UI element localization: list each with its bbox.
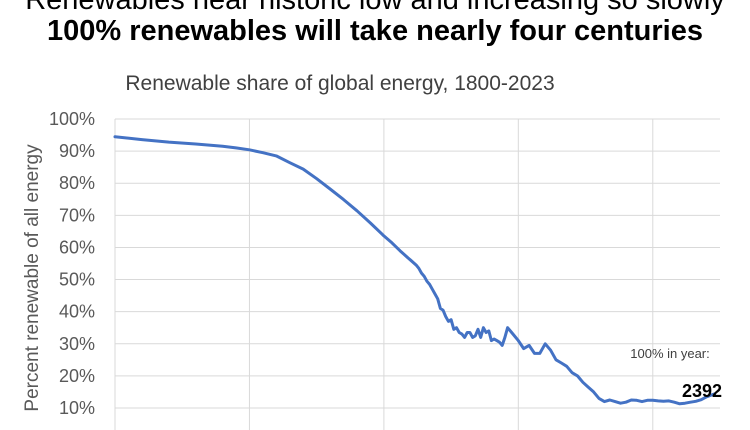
headline-line-2: 100% renewables will take nearly four ce… xyxy=(46,15,703,47)
y-tick-label: 10% xyxy=(59,398,95,418)
y-tick-label: 20% xyxy=(59,366,95,386)
y-axis-title: Percent renewable of all energy xyxy=(22,144,43,412)
y-tick-label: 90% xyxy=(59,141,95,161)
y-tick-label: 60% xyxy=(59,237,95,257)
series-line-renewable-share xyxy=(113,135,717,406)
chart-title: Renewable share of global energy, 1800-2… xyxy=(125,72,554,95)
annotation-value: 2392 xyxy=(682,381,722,401)
y-tick-label: 50% xyxy=(59,270,95,290)
y-tick-label: 100% xyxy=(49,109,95,129)
y-tick-label: 40% xyxy=(59,302,95,322)
gridlines xyxy=(114,118,720,430)
y-axis-tick-labels: 10% 20% 30% 40% 50% 60% 70% 80% 90% 100% xyxy=(49,109,95,418)
y-tick-label: 30% xyxy=(59,334,95,354)
y-tick-label: 80% xyxy=(59,173,95,193)
y-tick-label: 70% xyxy=(59,205,95,225)
headline-line-1: Renewables near historic low and increas… xyxy=(25,0,725,16)
annotation-label: 100% in year: xyxy=(630,346,710,361)
